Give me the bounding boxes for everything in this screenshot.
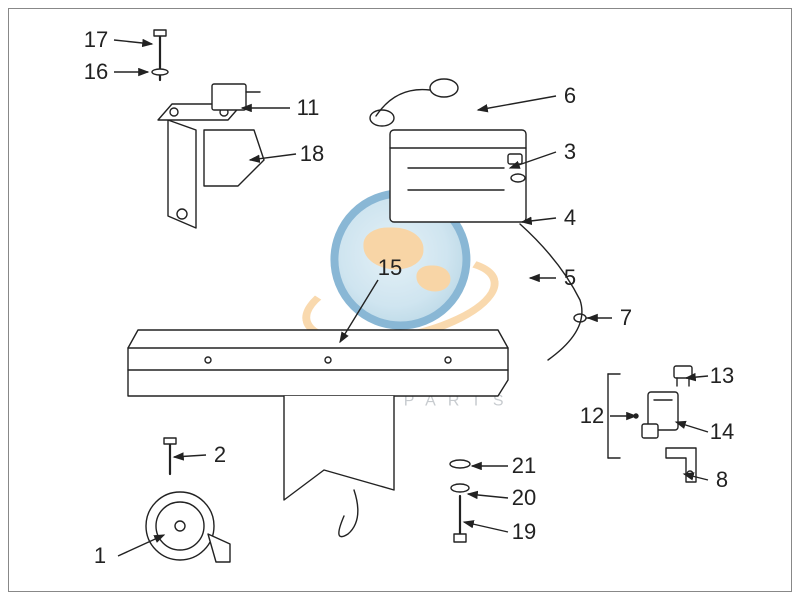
diagram-svg	[0, 0, 800, 600]
callout-7: 7	[620, 305, 632, 331]
callout-15: 15	[378, 255, 402, 281]
callout-13: 13	[710, 363, 734, 389]
callout-6: 6	[564, 83, 576, 109]
callout-16: 16	[84, 59, 108, 85]
callout-18: 18	[300, 141, 324, 167]
callout-12: 12	[580, 403, 604, 429]
callout-14: 14	[710, 419, 734, 445]
callout-3: 3	[564, 139, 576, 165]
callout-21: 21	[512, 453, 536, 479]
callout-5: 5	[564, 265, 576, 291]
callout-2: 2	[214, 442, 226, 468]
callout-8: 8	[716, 467, 728, 493]
callout-11: 11	[297, 95, 320, 121]
callout-1: 1	[94, 543, 106, 569]
callout-17: 17	[84, 27, 108, 53]
callout-20: 20	[512, 485, 536, 511]
callout-4: 4	[564, 205, 576, 231]
callout-19: 19	[512, 519, 536, 545]
